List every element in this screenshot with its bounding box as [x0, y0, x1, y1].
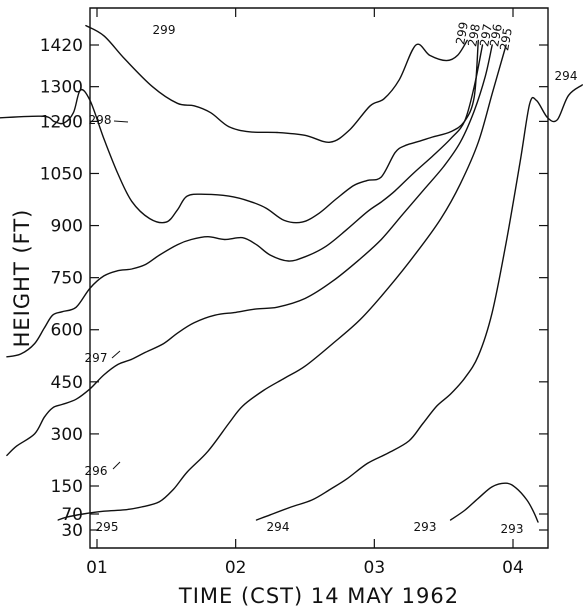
x-tick-label: 03: [364, 558, 386, 578]
contour-line-299: [85, 24, 468, 143]
y-tick-label: 450: [51, 373, 83, 393]
contour-label-299: 299: [153, 23, 176, 37]
contour-label-295: 295: [497, 27, 515, 52]
y-tick-label: 1050: [40, 164, 83, 184]
y-tick-label: 750: [51, 269, 83, 289]
x-axis-title: TIME (CST) 14 MAY 1962: [178, 584, 459, 608]
y-tick-label: 1300: [40, 78, 83, 98]
contour-label-298: 298: [89, 113, 112, 127]
contour-label-296: 296: [85, 464, 108, 478]
contour-label-294: 294: [555, 69, 578, 83]
x-tick-label: 02: [225, 558, 247, 578]
contour-line-294: [255, 84, 583, 521]
label-leader: [112, 461, 121, 470]
y-tick-label: 70: [61, 505, 83, 525]
contour-label-297: 297: [477, 23, 495, 48]
plot-border: [89, 7, 549, 549]
y-tick-label: 600: [51, 321, 83, 341]
x-tick-label: 01: [86, 558, 108, 578]
contour-line-293: [449, 482, 539, 523]
contour-line-297: [6, 44, 484, 358]
y-axis-title: HEIGHT (FT): [10, 209, 34, 348]
contour-line-295: [57, 44, 507, 521]
x-axis: 01 02 03 04: [86, 8, 524, 578]
y-tick-label: 900: [51, 217, 83, 237]
plot-frame: [89, 7, 549, 549]
contour-line-296: [6, 44, 493, 457]
y-tick-label: 1200: [40, 112, 83, 132]
contour-label-294: 294: [267, 520, 290, 534]
y-tick-label: 30: [61, 521, 83, 541]
contour-label-295: 295: [96, 520, 119, 534]
contour-line-298: [0, 39, 479, 224]
y-tick-label: 300: [51, 425, 83, 445]
contour-label-298: 298: [465, 23, 483, 48]
contour-label-293: 293: [414, 520, 437, 534]
contour-label-296: 296: [487, 23, 505, 48]
contour-label-293: 293: [501, 522, 524, 536]
contour-label-299: 299: [453, 21, 471, 46]
label-leader: [113, 120, 129, 123]
label-leader: [111, 350, 121, 359]
contour-lines: [0, 24, 583, 523]
y-tick-label: 150: [51, 477, 83, 497]
x-tick-label: 04: [502, 558, 524, 578]
y-tick-label: 1420: [40, 36, 83, 56]
contour-label-297: 297: [85, 351, 108, 365]
